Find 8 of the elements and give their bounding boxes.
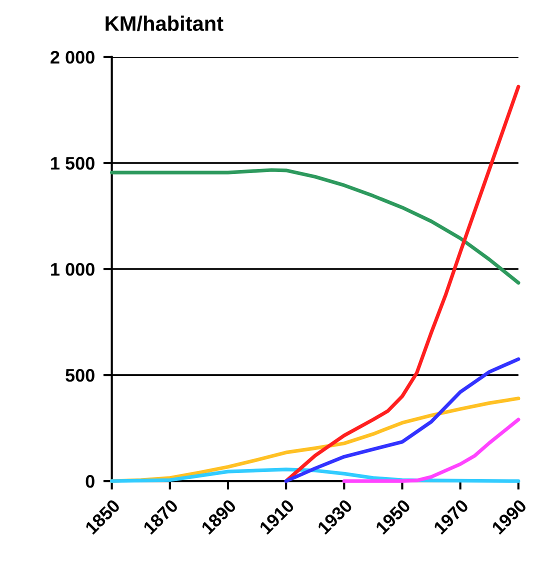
chart-title: KM/habitant bbox=[106, 16, 224, 32]
line-series bbox=[342, 418, 520, 483]
y-tick-label: 500 bbox=[66, 368, 94, 382]
y-tick-label: 2 000 bbox=[50, 50, 94, 64]
y-tick-label: 1 500 bbox=[51, 156, 94, 170]
y-tick-label: 1 000 bbox=[51, 262, 94, 276]
line-series bbox=[284, 357, 520, 483]
y-tick-label: 0 bbox=[86, 475, 94, 488]
